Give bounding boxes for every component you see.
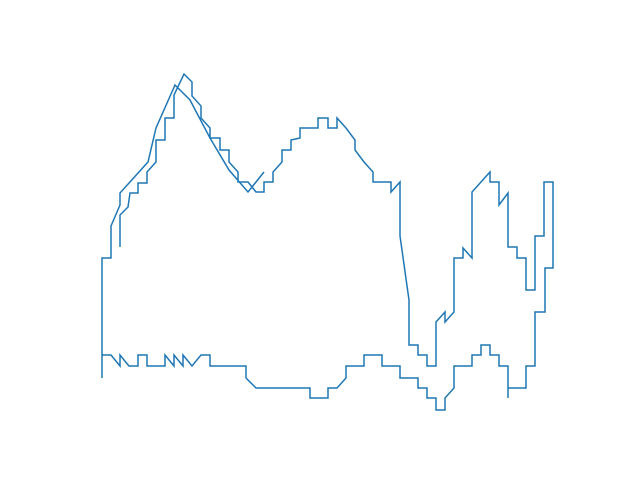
line [101, 72, 554, 411]
